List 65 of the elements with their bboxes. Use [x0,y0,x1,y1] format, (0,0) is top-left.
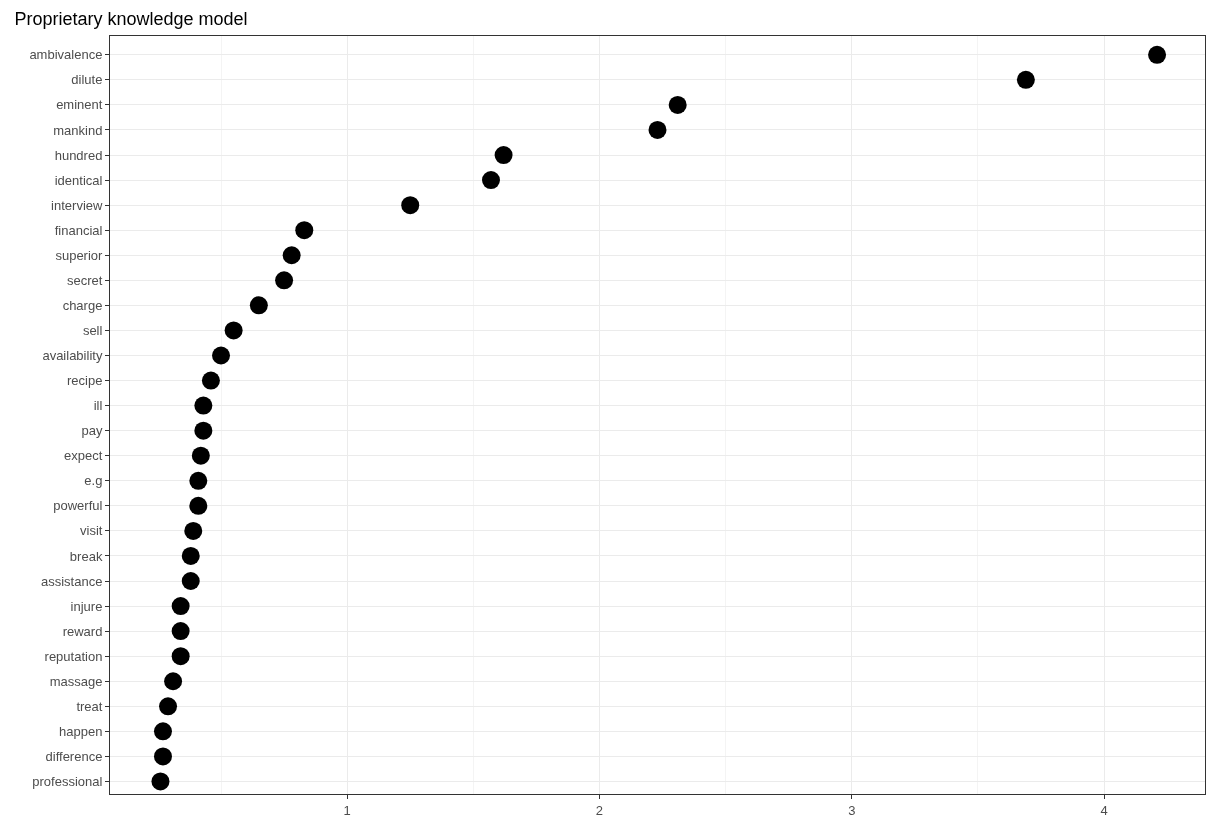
point [153,747,172,766]
x-tick-label: 3 [848,802,856,818]
point [212,346,231,365]
point [159,697,178,716]
point [184,521,203,540]
y-tick-label: professional [32,774,103,790]
point [224,321,243,340]
point [494,146,513,165]
point [191,446,210,465]
y-tick-label: happen [59,723,103,739]
point [275,271,294,290]
point [668,95,687,114]
y-tick-label: treat [76,698,103,714]
y-tick-label: recipe [66,373,103,389]
point [194,396,213,415]
x-tick-label: 2 [595,802,604,818]
point [201,371,220,390]
point [181,546,200,565]
y-tick-label: mankind [53,122,103,138]
point [181,572,200,590]
point [1148,45,1167,64]
x-tick-label: 4 [1100,802,1108,818]
y-tick-label: ambivalence [29,47,103,63]
point [401,196,420,215]
point [171,622,190,641]
y-tick-label: superior [55,247,104,263]
point [164,672,183,691]
y-tick-label: break [69,548,103,564]
y-tick-label: massage [49,673,103,689]
y-tick-label: identical [54,172,103,188]
y-tick-label: visit [80,523,103,539]
point [171,597,190,616]
point [171,647,190,666]
point [151,772,170,791]
y-tick-label: sell [82,322,103,338]
y-tick-label: charge [62,297,103,313]
point [153,722,172,741]
y-tick-label: reputation [44,648,103,664]
y-tick-label: reward [62,623,103,639]
point [481,171,500,190]
y-tick-label: difference [45,748,103,764]
point [189,471,208,490]
y-tick-label: availability [42,348,103,364]
y-tick-label: secret [66,272,103,288]
y-tick-label: injure [70,598,103,614]
point [194,421,213,440]
y-tick-label: dilute [71,72,103,88]
y-tick-label: financial [54,222,103,238]
x-tick-label: 1 [343,802,351,818]
y-tick-label: pay [81,423,103,439]
y-tick-label: powerful [53,498,103,514]
y-tick-label: expect [64,448,103,464]
point [282,246,301,265]
point [249,296,268,315]
point [295,221,314,240]
point [648,120,667,139]
y-tick-label: assistance [40,573,103,589]
chart-title: Proprietary knowledge model [14,8,248,29]
point [189,496,208,515]
y-tick-label: interview [51,197,104,213]
y-tick-label: eminent [56,97,103,113]
y-tick-label: e.g [84,473,103,489]
point [1016,70,1035,89]
y-tick-label: hundred [54,147,103,163]
y-tick-label: ill [93,398,103,414]
